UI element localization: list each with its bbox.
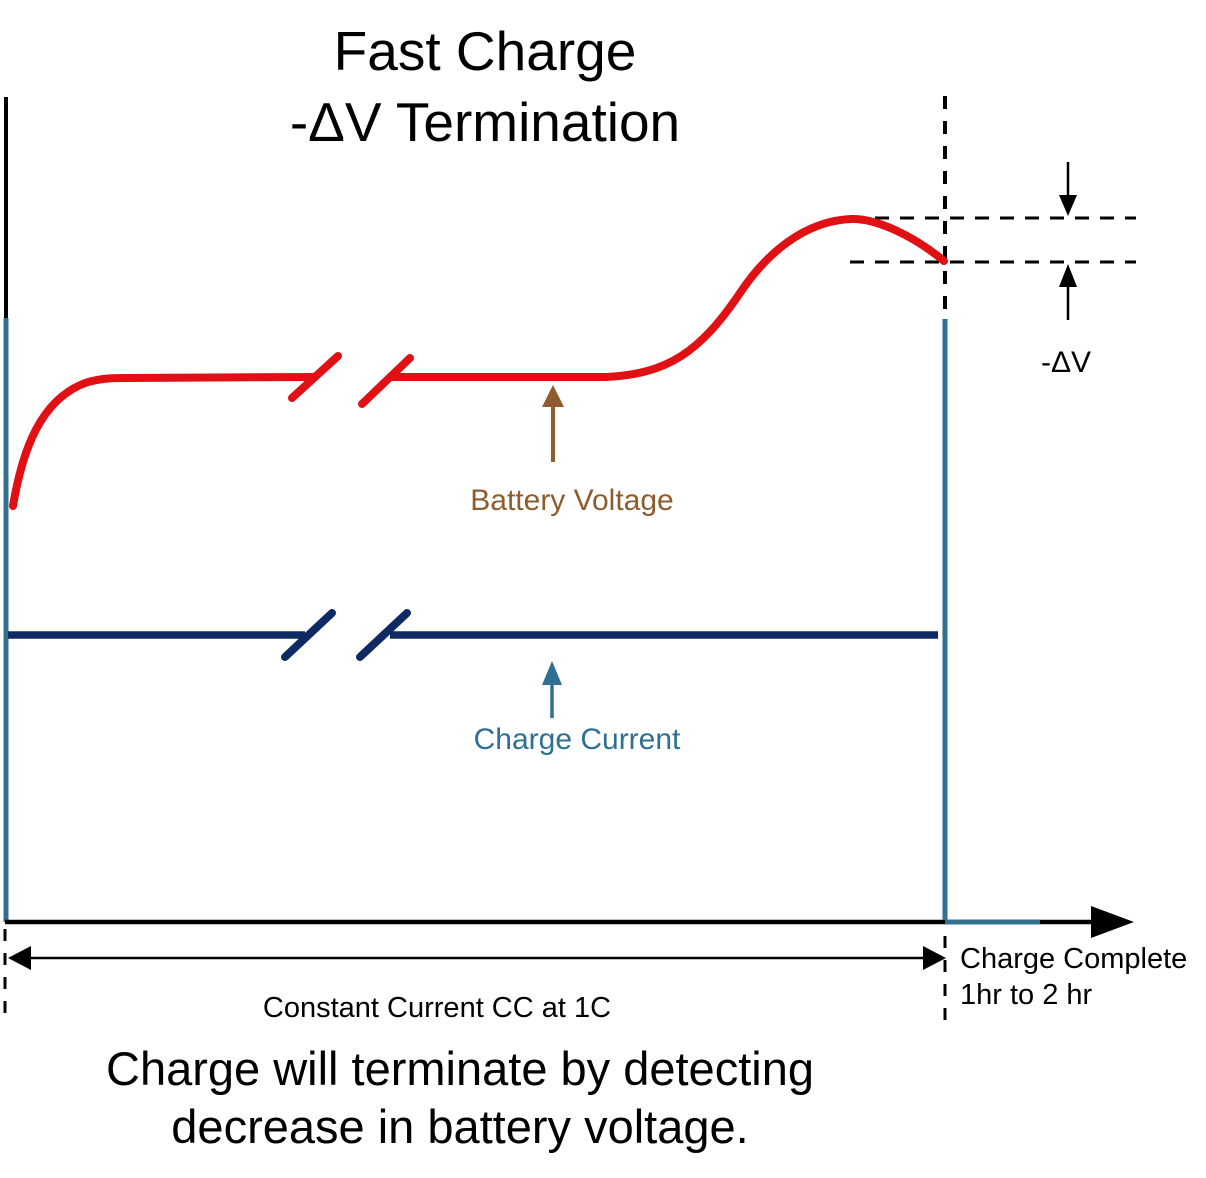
delta-v-up-arrow-icon <box>1059 264 1077 287</box>
caption-line2: decrease in battery voltage. <box>171 1100 749 1153</box>
charge-current-break-slash-2 <box>356 609 411 661</box>
diagram-title-line1: Fast Charge <box>333 20 637 82</box>
x-axis-arrowhead-icon <box>1091 906 1134 938</box>
caption-line1: Charge will terminate by detecting <box>106 1042 814 1095</box>
battery-voltage-break-slash-1 <box>288 352 342 402</box>
cc-span-right-arrowhead-icon <box>923 946 946 970</box>
constant-current-label: Constant Current CC at 1C <box>262 992 612 1024</box>
charge-complete-line2: 1hr to 2 hr <box>960 979 1093 1011</box>
battery-voltage-arrow-icon <box>542 385 564 407</box>
battery-voltage-label: Battery Voltage <box>470 484 674 517</box>
delta-v-label: -ΔV <box>1040 346 1092 379</box>
charge-current-arrow-icon <box>542 661 562 685</box>
charge-current-break-slash-1 <box>281 609 336 661</box>
cc-span-left-arrowhead-icon <box>8 946 31 970</box>
battery-voltage-break-slash-2 <box>358 354 414 408</box>
battery-voltage-curve-right <box>387 214 948 381</box>
caption: Charge will terminate by detecting decre… <box>0 1040 920 1156</box>
diagram-title-line2: -ΔV Termination <box>289 91 681 153</box>
charge-current-label: Charge Current <box>473 723 681 756</box>
battery-voltage-curve-left <box>9 373 317 510</box>
delta-v-down-arrow-icon <box>1059 195 1077 216</box>
charge-complete-line1: Charge Complete <box>960 943 1188 975</box>
charge-complete-label: Charge Complete 1hr to 2 hr <box>960 941 1200 1013</box>
diagram-title: Fast Charge -ΔV Termination <box>0 16 970 158</box>
